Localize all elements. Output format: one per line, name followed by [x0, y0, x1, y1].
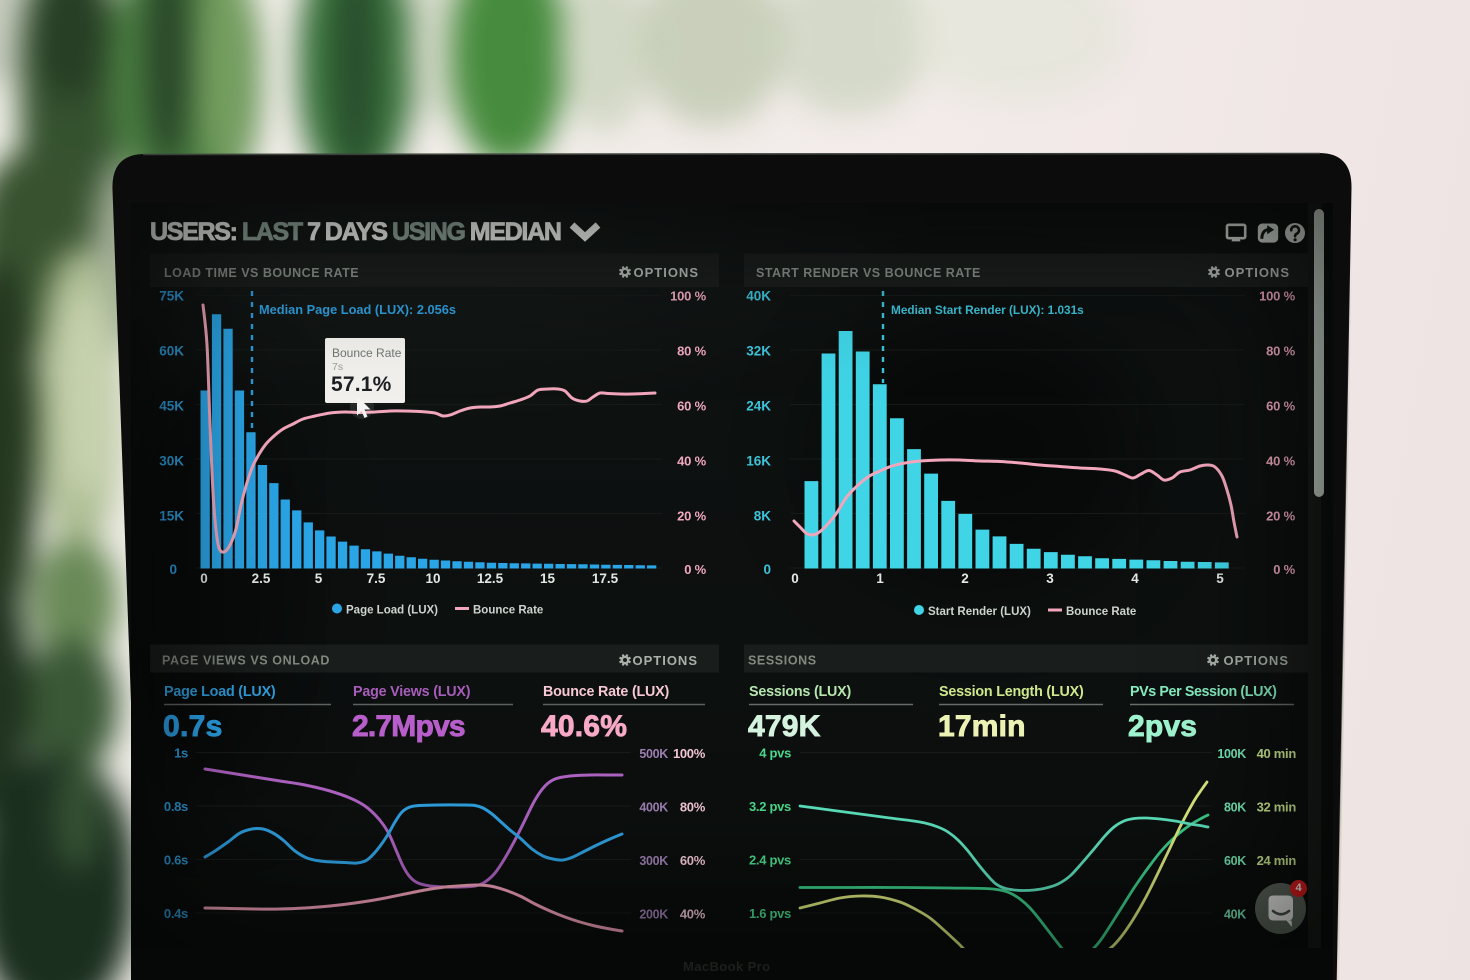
svg-text:2.7Mpvs: 2.7Mpvs: [352, 710, 465, 743]
svg-text:80 %: 80 %: [1266, 344, 1295, 359]
svg-text:0.4s: 0.4s: [164, 906, 188, 921]
svg-text:40%: 40%: [680, 907, 706, 922]
svg-text:60K: 60K: [1224, 854, 1246, 868]
svg-text:0: 0: [791, 571, 799, 586]
svg-text:Page Load (LUX): Page Load (LUX): [346, 605, 438, 617]
svg-text:1s: 1s: [174, 746, 188, 761]
svg-text:32K: 32K: [746, 344, 771, 359]
svg-text:Bounce Rate: Bounce Rate: [1066, 606, 1136, 618]
svg-text:15K: 15K: [159, 509, 184, 524]
svg-text:2pvs: 2pvs: [1128, 710, 1197, 743]
svg-text:12.5: 12.5: [477, 571, 504, 586]
svg-text:40 %: 40 %: [1266, 454, 1295, 469]
svg-text:40.6%: 40.6%: [541, 710, 627, 743]
svg-text:100K: 100K: [1217, 747, 1246, 761]
svg-text:17min: 17min: [938, 710, 1026, 743]
svg-text:0: 0: [200, 571, 208, 586]
svg-text:Page Load (LUX): Page Load (LUX): [164, 684, 276, 700]
svg-text:80K: 80K: [1224, 801, 1246, 815]
svg-text:500K: 500K: [639, 747, 668, 761]
svg-text:0.7s: 0.7s: [163, 710, 223, 743]
svg-text:57.1%: 57.1%: [331, 373, 392, 396]
svg-text:0 %: 0 %: [684, 562, 706, 577]
svg-text:7.5: 7.5: [367, 571, 386, 586]
svg-text:Page Views (LUX): Page Views (LUX): [353, 684, 471, 700]
svg-text:Sessions (LUX): Sessions (LUX): [749, 684, 852, 700]
svg-text:0 %: 0 %: [1273, 562, 1295, 577]
svg-text:5: 5: [1216, 571, 1224, 586]
svg-text:PAGE VIEWS VS ONLOAD: PAGE VIEWS VS ONLOAD: [162, 654, 330, 668]
svg-text:80 %: 80 %: [677, 344, 706, 359]
svg-text:60K: 60K: [159, 344, 184, 359]
svg-text:Bounce Rate: Bounce Rate: [473, 605, 543, 617]
svg-text:5: 5: [315, 571, 323, 586]
svg-text:400K: 400K: [639, 801, 668, 815]
svg-text:40K: 40K: [1224, 908, 1246, 922]
svg-text:0.8s: 0.8s: [164, 799, 188, 814]
svg-text:17.5: 17.5: [592, 571, 619, 586]
svg-text:LOAD TIME VS BOUNCE RATE: LOAD TIME VS BOUNCE RATE: [164, 266, 359, 280]
svg-text:24K: 24K: [746, 399, 771, 414]
svg-text:16K: 16K: [746, 454, 771, 469]
svg-text:479K: 479K: [748, 710, 821, 743]
svg-text:100 %: 100 %: [670, 289, 707, 304]
svg-text:OPTIONS: OPTIONS: [1224, 265, 1290, 280]
svg-text:10: 10: [425, 571, 440, 586]
svg-text:30K: 30K: [159, 454, 184, 469]
svg-text:3: 3: [1046, 571, 1054, 586]
svg-text:300K: 300K: [639, 854, 668, 868]
svg-text:100 %: 100 %: [1259, 289, 1296, 304]
svg-text:40K: 40K: [746, 289, 771, 304]
svg-text:2.4 pvs: 2.4 pvs: [749, 853, 791, 868]
svg-text:20 %: 20 %: [1266, 509, 1295, 524]
svg-text:0.6s: 0.6s: [164, 853, 188, 868]
svg-text:7s: 7s: [332, 361, 343, 373]
svg-text:PVs Per Session (LUX): PVs Per Session (LUX): [1130, 684, 1277, 700]
svg-text:100%: 100%: [673, 746, 706, 761]
svg-text:OPTIONS: OPTIONS: [633, 265, 699, 280]
svg-text:Session Length (LUX): Session Length (LUX): [939, 684, 1084, 700]
svg-text:Median Start Render (LUX): 1.0: Median Start Render (LUX): 1.031s: [891, 303, 1084, 317]
svg-text:24 min: 24 min: [1257, 853, 1297, 868]
svg-text:32 min: 32 min: [1257, 800, 1297, 815]
svg-text:15: 15: [540, 571, 556, 586]
svg-text:4 pvs: 4 pvs: [759, 746, 791, 761]
svg-text:START RENDER VS BOUNCE RATE: START RENDER VS BOUNCE RATE: [756, 266, 981, 280]
svg-text:3.2 pvs: 3.2 pvs: [749, 799, 791, 814]
svg-text:0: 0: [763, 562, 771, 577]
svg-text:Bounce Rate: Bounce Rate: [332, 346, 402, 360]
svg-text:20 %: 20 %: [677, 509, 706, 524]
svg-text:Bounce Rate (LUX): Bounce Rate (LUX): [543, 684, 670, 700]
svg-text:40 min: 40 min: [1257, 746, 1297, 761]
svg-text:2: 2: [961, 571, 969, 586]
svg-text:OPTIONS: OPTIONS: [1223, 653, 1289, 668]
svg-text:0: 0: [169, 562, 177, 577]
svg-text:2.5: 2.5: [252, 571, 271, 586]
svg-text:1: 1: [876, 571, 884, 586]
svg-text:SESSIONS: SESSIONS: [748, 654, 817, 668]
svg-text:75K: 75K: [159, 289, 184, 304]
svg-text:200K: 200K: [639, 908, 668, 922]
svg-text:4: 4: [1131, 571, 1139, 586]
svg-text:8K: 8K: [754, 509, 772, 524]
svg-text:Median Page Load (LUX): 2.056s: Median Page Load (LUX): 2.056s: [259, 302, 456, 317]
svg-text:40 %: 40 %: [677, 454, 706, 469]
svg-text:45K: 45K: [159, 399, 184, 414]
svg-text:Start Render (LUX): Start Render (LUX): [928, 606, 1031, 618]
svg-text:60%: 60%: [680, 853, 706, 868]
svg-text:OPTIONS: OPTIONS: [632, 653, 698, 668]
svg-text:60 %: 60 %: [1266, 399, 1295, 414]
svg-text:1.6 pvs: 1.6 pvs: [749, 906, 791, 921]
svg-text:80%: 80%: [680, 800, 706, 815]
svg-text:60 %: 60 %: [677, 399, 706, 414]
